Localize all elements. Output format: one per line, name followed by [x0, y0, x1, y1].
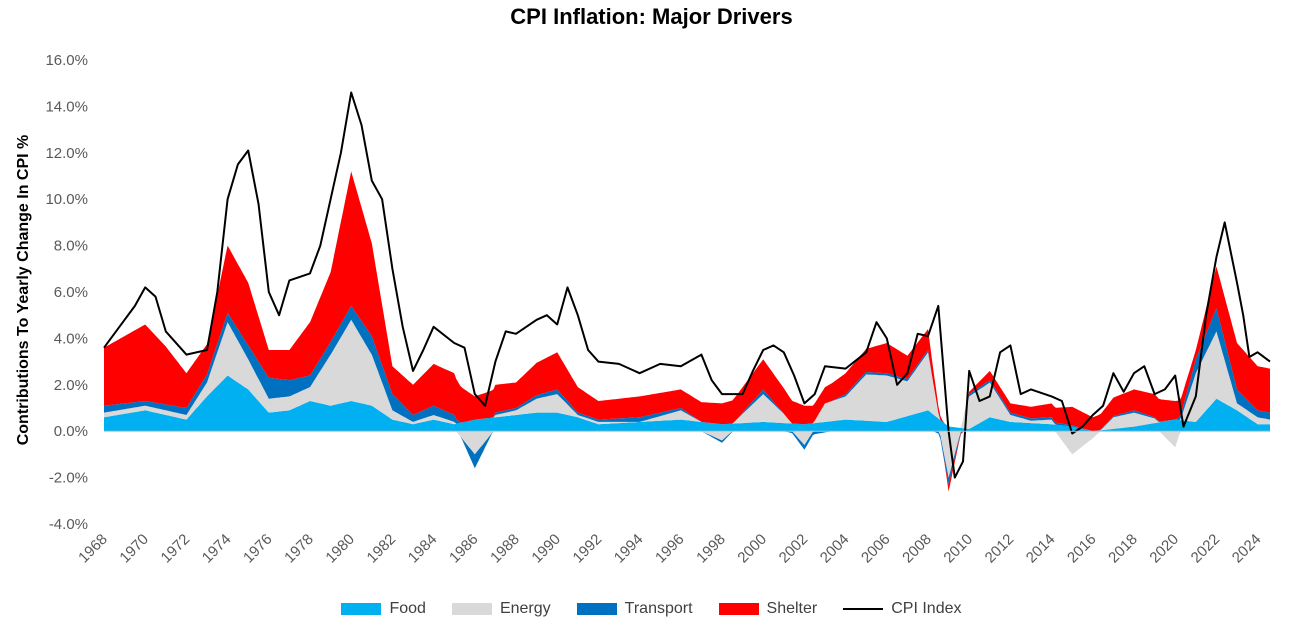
x-tick-label: 1982	[364, 531, 400, 567]
legend-item-transport: Transport	[576, 600, 693, 618]
x-tick-label: 1998	[693, 531, 729, 567]
y-tick-label: 2.0%	[54, 377, 88, 394]
legend-label: Shelter	[766, 600, 818, 617]
area-energy-neg	[104, 431, 1270, 478]
x-tick-label: 2020	[1146, 531, 1182, 567]
x-tick-label: 2002	[776, 531, 812, 567]
x-tick-label: 2004	[817, 531, 853, 567]
x-tick-label: 1968	[75, 531, 111, 567]
y-tick-label: 6.0%	[54, 284, 88, 301]
y-tick-label: 4.0%	[54, 330, 88, 347]
x-axis-ticks: 1968 1970 1972 1974 1976 1978 1980 1982 1984 1986…	[75, 531, 1264, 567]
legend: Food Energy Transport Shelter CPI Index	[0, 600, 1303, 618]
x-tick-label: 1988	[487, 531, 523, 567]
stacked-areas	[104, 171, 1270, 492]
x-tick-label: 1996	[652, 531, 688, 567]
y-tick-label: 16.0%	[45, 52, 88, 69]
x-tick-label: 2000	[734, 531, 770, 567]
x-tick-label: 1978	[281, 531, 317, 567]
x-tick-label: 1974	[199, 531, 235, 567]
y-tick-label: 8.0%	[54, 238, 88, 255]
y-tick-label: 0.0%	[54, 423, 88, 440]
legend-swatch	[341, 603, 382, 615]
x-tick-label: 1970	[116, 531, 152, 567]
x-tick-label: 2024	[1229, 531, 1265, 567]
legend-label: Food	[389, 600, 426, 617]
chart-svg: -4.0% -2.0% 0.0% 2.0% 4.0% 6.0% 8.0% 10.0% 12.0%…	[15, 52, 1271, 567]
x-tick-label: 2018	[1105, 531, 1141, 567]
y-tick-label: 12.0%	[45, 145, 88, 162]
x-tick-label: 1994	[611, 531, 647, 567]
legend-swatch	[451, 603, 492, 615]
legend-label: Energy	[499, 600, 551, 617]
cpi-index-line	[103, 91, 1271, 479]
y-tick-label: -4.0%	[49, 516, 88, 533]
area-food-pos	[104, 375, 1270, 432]
y-tick-label: 10.0%	[45, 191, 88, 208]
legend-item-shelter: Shelter	[718, 600, 818, 618]
x-tick-label: 2022	[1188, 531, 1224, 567]
legend-swatch	[843, 608, 884, 610]
x-tick-label: 2010	[940, 531, 976, 567]
legend-label: CPI Index	[891, 600, 962, 617]
y-axis-ticks: -4.0% -2.0% 0.0% 2.0% 4.0% 6.0% 8.0% 10.0% 12.0%…	[45, 52, 88, 533]
area-shelter-neg	[104, 431, 1270, 492]
y-tick-label: -2.0%	[49, 470, 88, 487]
legend-item-cpi-index: CPI Index	[843, 600, 962, 618]
legend-label: Transport	[624, 600, 693, 617]
x-tick-label: 1986	[446, 531, 482, 567]
y-tick-label: 14.0%	[45, 98, 88, 115]
legend-swatch	[718, 603, 759, 615]
x-tick-label: 1972	[158, 531, 194, 567]
legend-item-energy: Energy	[451, 600, 551, 618]
x-tick-label: 2012	[982, 531, 1018, 567]
x-tick-label: 2014	[1023, 531, 1059, 567]
legend-item-food: Food	[341, 600, 426, 618]
legend-swatch	[576, 603, 617, 615]
area-transport-neg	[104, 431, 1270, 485]
x-tick-label: 1990	[528, 531, 564, 567]
x-tick-label: 1976	[240, 531, 276, 567]
x-tick-label: 1980	[322, 531, 358, 567]
area-transport-pos	[104, 305, 1270, 432]
area-energy-pos	[104, 319, 1270, 432]
x-tick-label: 1992	[570, 531, 606, 567]
x-tick-label: 1984	[405, 531, 441, 567]
x-tick-label: 2016	[1064, 531, 1100, 567]
x-tick-label: 2008	[899, 531, 935, 567]
chart-title: CPI Inflation: Major Drivers	[510, 4, 793, 29]
y-axis-label: Contributions To Yearly Change In CPI %	[15, 135, 32, 446]
area-shelter-pos	[104, 171, 1270, 432]
cpi-line-layer	[103, 91, 1271, 479]
x-tick-label: 2006	[858, 531, 894, 567]
